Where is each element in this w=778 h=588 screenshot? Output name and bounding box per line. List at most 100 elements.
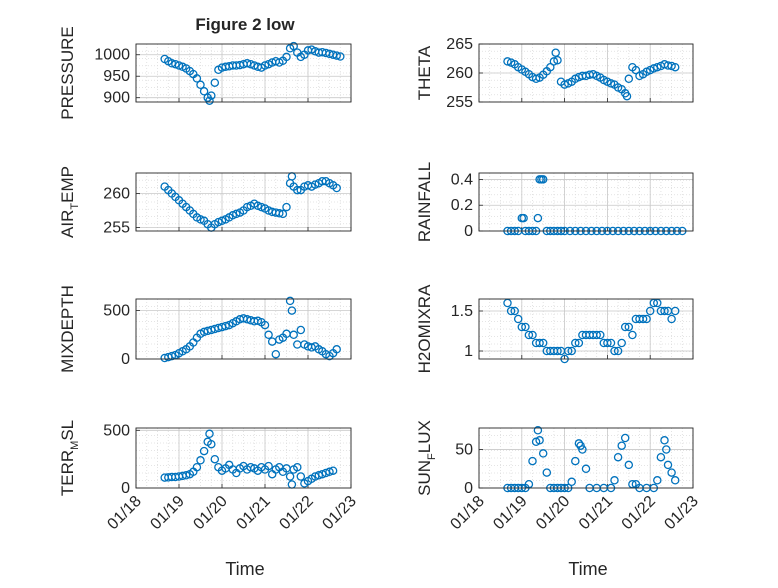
sunflux-data-point bbox=[528, 456, 537, 466]
sunflux-data-point bbox=[620, 433, 630, 443]
h2omixra-data-point bbox=[567, 346, 576, 356]
terrmsl-data-point bbox=[192, 462, 202, 472]
rainfall-data-point bbox=[538, 175, 548, 184]
sunflux-data-point bbox=[667, 468, 676, 477]
mixdepth-data-point bbox=[285, 296, 295, 306]
sunflux-data-point bbox=[660, 436, 669, 445]
terrmsl-data-point bbox=[296, 472, 306, 481]
sunflux-data-point bbox=[656, 452, 666, 462]
h2omixra-data-point bbox=[628, 330, 637, 340]
pressure-axes-box bbox=[135, 43, 352, 103]
terrmsl-data-point bbox=[321, 468, 331, 478]
theta-data-point bbox=[551, 48, 560, 57]
pressure-data-point bbox=[199, 87, 209, 96]
theta-data-point bbox=[503, 57, 512, 66]
h2omixra-data-point bbox=[620, 322, 630, 332]
h2omixra-data-point bbox=[624, 322, 634, 332]
terrmsl-data-point bbox=[210, 454, 220, 464]
h2omixra-data-point bbox=[528, 330, 537, 340]
h2omixra-data-point bbox=[563, 346, 573, 356]
h2omixra-data-point bbox=[510, 306, 519, 316]
theta-y-axis-label: THETA bbox=[415, 45, 434, 100]
terrmsl-data-point bbox=[246, 462, 255, 472]
h2omixra-data-point bbox=[645, 306, 655, 316]
airtemp-data-point bbox=[282, 202, 291, 212]
airtemp-data-point bbox=[232, 209, 241, 219]
pressure-ytick-label: 950 bbox=[103, 68, 130, 85]
sunflux-data-point bbox=[663, 460, 673, 470]
sunflux-data-point bbox=[578, 445, 587, 454]
h2omixra-data-point bbox=[642, 314, 651, 324]
h2omixra-data-point bbox=[574, 338, 584, 348]
sunflux-data-point bbox=[670, 476, 680, 485]
sunflux-data-point bbox=[581, 464, 591, 474]
pressure-ytick-label: 1000 bbox=[94, 47, 130, 64]
sunflux-data-point bbox=[610, 476, 619, 485]
x-axis-label-right: Time bbox=[568, 559, 607, 579]
terrmsl-data-point bbox=[285, 472, 295, 481]
rainfall-data-point bbox=[533, 213, 543, 223]
figure-title: Figure 2 low bbox=[195, 15, 295, 34]
sunflux-data-point bbox=[535, 436, 544, 445]
terrmsl-data-point bbox=[205, 429, 214, 439]
pressure-data-point bbox=[205, 96, 214, 105]
airtemp-data-point bbox=[253, 201, 263, 211]
sunflux-xtick-label: 01/22 bbox=[619, 493, 659, 533]
h2omixra-data-point bbox=[538, 338, 548, 348]
mixdepth-ytick-label: 500 bbox=[103, 303, 130, 320]
h2omixra-data-point bbox=[596, 330, 605, 340]
h2omixra-data-point bbox=[521, 322, 530, 332]
mixdepth-data-point bbox=[271, 349, 281, 359]
terrmsl-xtick-label: 01/22 bbox=[276, 493, 316, 533]
h2omixra-data-point bbox=[592, 330, 601, 340]
h2omixra-data-point bbox=[610, 346, 619, 356]
airtemp-ytick-label: 260 bbox=[103, 185, 130, 202]
sunflux-data-point bbox=[624, 460, 634, 470]
h2omixra-data-point bbox=[553, 346, 562, 356]
pressure-data-point bbox=[289, 41, 298, 51]
pressure-data-point bbox=[196, 80, 205, 90]
theta-data-point bbox=[549, 57, 559, 66]
rainfall-y-axis-label: RAINFALL bbox=[415, 162, 434, 242]
sunflux-xtick-label: 01/21 bbox=[576, 493, 616, 533]
airtemp-data-point bbox=[293, 185, 302, 195]
sunflux-data-point bbox=[662, 445, 671, 454]
terrmsl-xtick-label: 01/19 bbox=[147, 493, 187, 533]
rainfall-ytick-label: 0.2 bbox=[451, 197, 473, 214]
theta-data-point bbox=[560, 80, 569, 89]
sunflux-ytick-label: 0 bbox=[464, 480, 473, 497]
rainfall-ytick-label: 0.4 bbox=[451, 171, 473, 188]
mixdepth-ytick-label: 0 bbox=[121, 351, 130, 368]
terrmsl-axes-box bbox=[135, 427, 352, 489]
pressure-data-point bbox=[192, 74, 202, 83]
h2omixra-data-point bbox=[506, 306, 516, 316]
h2omixra-data-point bbox=[670, 306, 680, 316]
theta-ytick-label: 265 bbox=[446, 36, 473, 53]
pressure-data-point bbox=[174, 61, 184, 70]
theta-data-point bbox=[667, 61, 676, 71]
h2omixra-data-point bbox=[667, 314, 676, 324]
h2omixra-data-point bbox=[571, 338, 580, 348]
h2omixra-data-point bbox=[638, 314, 648, 324]
airtemp-y-axis-label: AIRTEMP bbox=[58, 166, 81, 238]
sunflux-xtick-label: 01/18 bbox=[447, 493, 487, 533]
sunflux-xtick-label: 01/20 bbox=[533, 493, 573, 533]
terrmsl-data-point bbox=[199, 446, 209, 456]
pressure-ytick-label: 900 bbox=[103, 90, 130, 107]
h2omixra-data-point bbox=[603, 338, 612, 348]
sunflux-data-point bbox=[542, 468, 552, 477]
terrmsl-data-point bbox=[293, 462, 302, 472]
sunflux-ytick-label: 50 bbox=[455, 442, 473, 459]
pressure-data-point bbox=[171, 59, 180, 69]
pressure-data-point bbox=[260, 61, 270, 70]
pressure-y-axis-label: PRESSURE bbox=[58, 26, 77, 120]
theta-axes-box bbox=[478, 43, 694, 103]
rainfall-axes-box bbox=[478, 172, 694, 232]
mixdepth-y-axis-label: MIXDEPTH bbox=[58, 285, 77, 373]
terrmsl-xtick-label: 01/21 bbox=[233, 493, 273, 533]
rainfall-data-point bbox=[519, 213, 528, 223]
pressure-data-point bbox=[282, 52, 291, 62]
airtemp-data-point bbox=[332, 183, 341, 193]
theta-ytick-label: 255 bbox=[446, 94, 473, 111]
